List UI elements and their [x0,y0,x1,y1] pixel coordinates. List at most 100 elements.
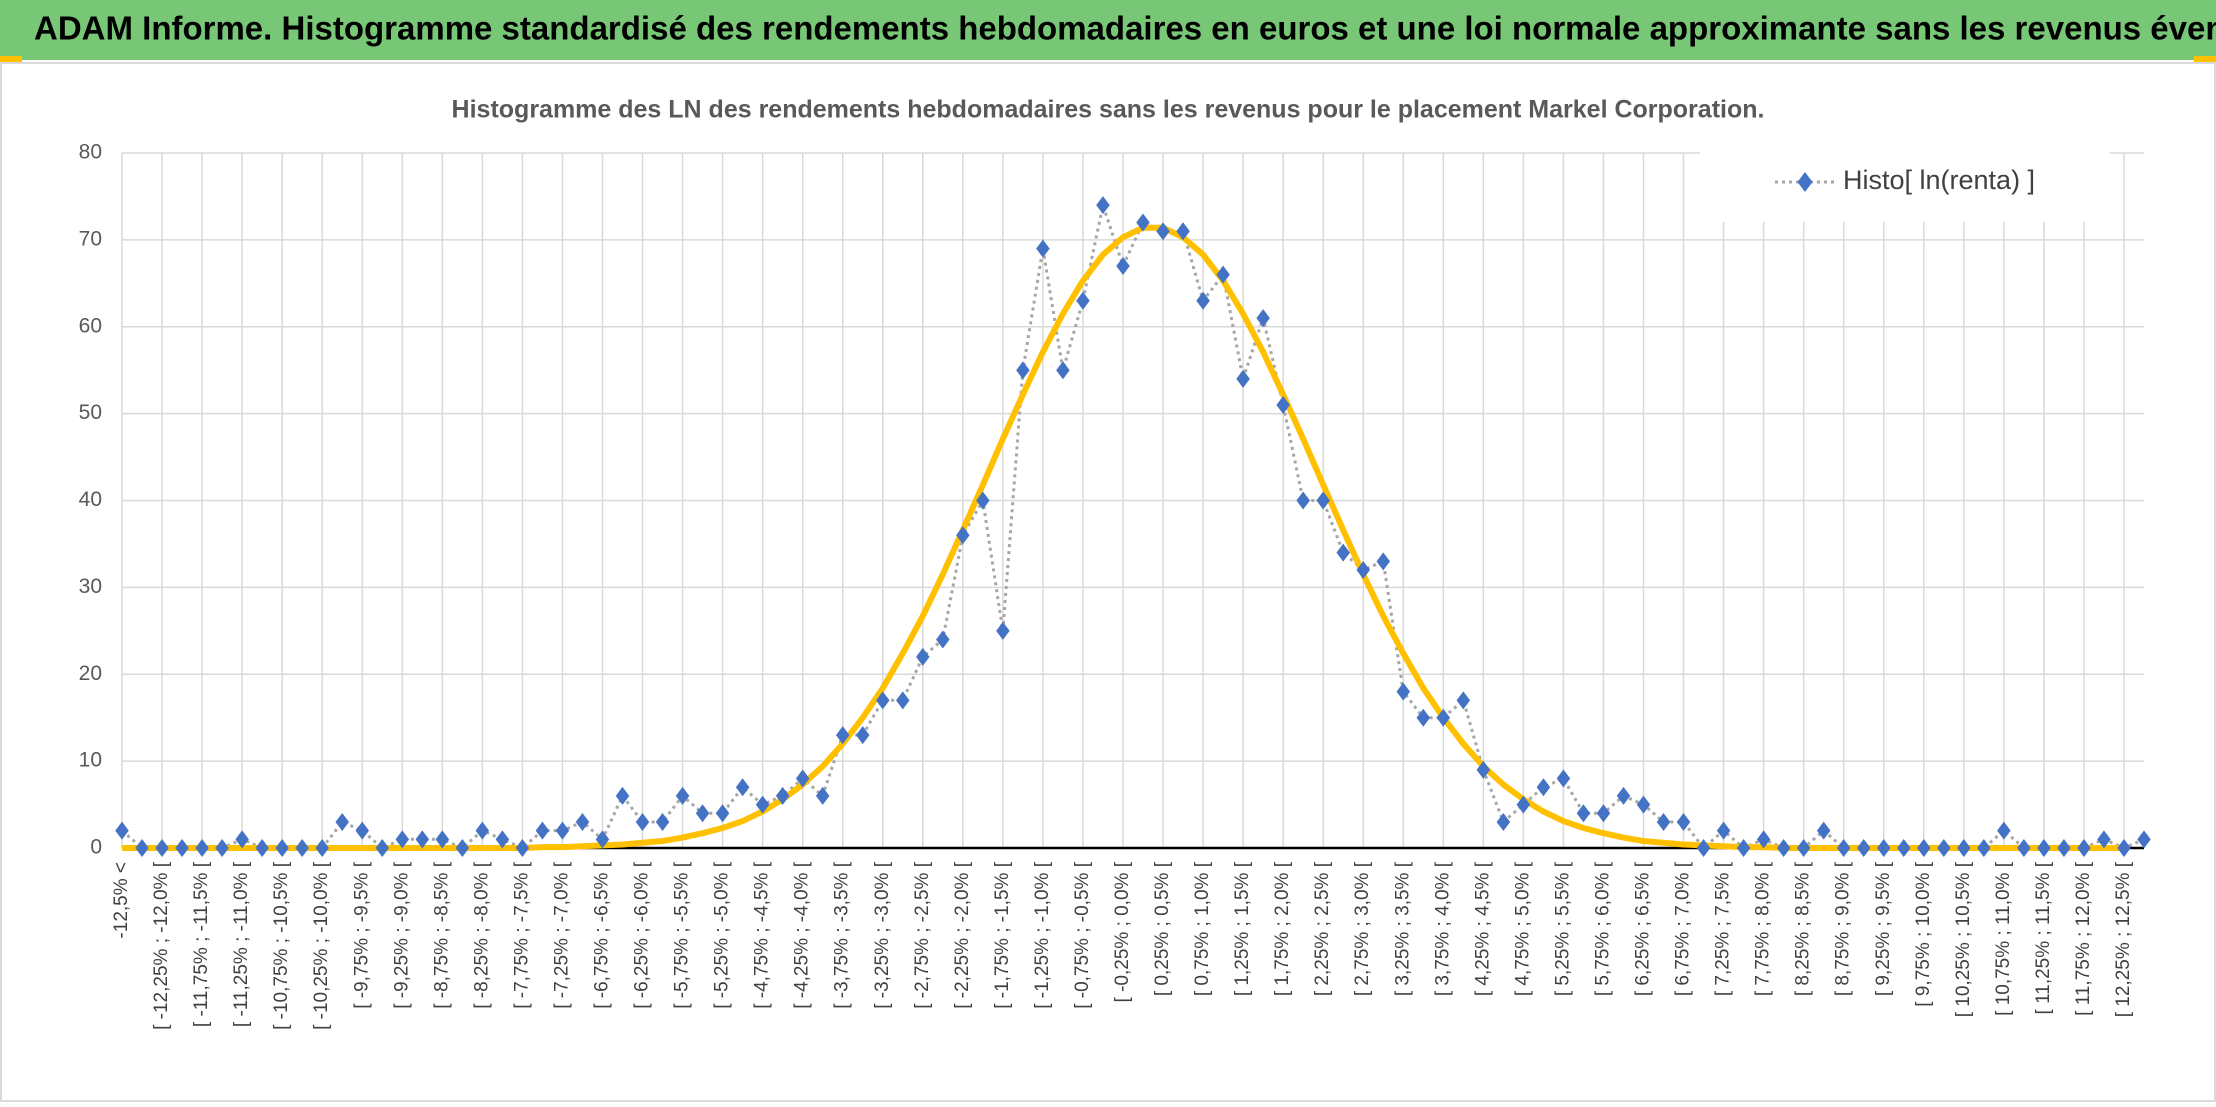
x-tick-label: [ -2,25% ; -2,0% [ [952,861,973,1009]
marker [1616,786,1631,805]
marker [715,804,730,823]
marker [956,526,970,545]
marker [1676,812,1691,831]
marker [1176,222,1190,241]
x-tick-label: [ -3,75% ; -3,5% [ [832,861,853,1009]
marker [275,839,289,857]
marker [335,812,349,831]
marker [976,491,990,510]
x-tick-label: [ 6,75% ; 7,0% [ [1673,861,1694,996]
marker [1977,839,1991,857]
y-tick-label: 30 [79,575,102,598]
x-tick-label: [ -8,25% ; -8,0% [ [471,861,492,1009]
marker [175,839,189,857]
marker [1396,682,1411,701]
marker [1116,256,1130,275]
y-tick-label: 60 [79,314,102,337]
marker [1716,821,1731,840]
x-tick-label: [ -9,75% ; -9,5% [ [351,861,372,1009]
marker [1056,361,1070,380]
x-tick-label: [ 1,75% ; 2,0% [ [1272,861,1293,996]
marker [1937,839,1951,857]
marker [675,786,690,805]
x-tick-label: [ 4,25% ; 4,5% [ [1472,861,1493,996]
x-tick-label: [ 12,25% ; 12,5% [ [2113,861,2134,1017]
marker [435,830,450,849]
marker [115,821,129,840]
header-title: ADAM Informe. Histogramme standardisé de… [34,10,2216,47]
marker [1256,309,1270,328]
marker [355,821,369,840]
x-tick-label: [ 3,25% ; 3,5% [ [1392,861,1413,996]
y-tick-label: 10 [79,749,102,772]
marker [215,839,229,857]
marker [1236,369,1250,388]
marker [2037,839,2051,857]
marker [835,726,850,745]
marker [1096,196,1110,215]
marker [1216,265,1230,284]
x-tick-label: [ 4,75% ; 5,0% [ [1512,861,1533,996]
marker [1917,839,1931,857]
x-tick-label: [ -11,25% ; -11,0% [ [231,861,252,1027]
marker [755,795,770,814]
marker [1076,291,1090,310]
marker [795,769,810,788]
marker [2097,830,2111,849]
marker [535,821,550,840]
x-tick-label: [ -0,75% ; -0,5% [ [1072,861,1093,1009]
marker [996,621,1010,640]
x-tick-label: [ -6,25% ; -6,0% [ [632,861,653,1009]
marker [2017,839,2031,857]
marker [635,812,650,831]
x-tick-label: [ 10,25% ; 10,5% [ [1953,861,1974,1017]
x-tick-label: [ -0,25% ; 0,0% [ [1112,861,1133,1002]
marker [1316,491,1330,510]
y-tick-label: 70 [79,227,102,250]
marker [1696,839,1711,857]
marker [775,786,790,805]
corner-accent [0,56,22,63]
x-tick-label: [ 2,75% ; 3,0% [ [1352,861,1373,996]
marker [515,839,530,857]
x-tick-label: [ -5,25% ; -5,0% [ [712,861,733,1009]
marker [1296,491,1310,510]
x-tick-label: [ -2,75% ; -2,5% [ [912,861,933,1009]
legend-label: Histo[ ln(renta) ] [1843,165,2035,195]
marker [1796,839,1811,857]
marker [695,804,710,823]
x-tick-label: [ -7,25% ; -7,0% [ [551,861,572,1009]
marker [1556,769,1571,788]
x-tick-label: [ 1,25% ; 1,5% [ [1232,861,1253,996]
x-tick-label: [ 11,75% ; 12,0% [ [2073,861,2094,1016]
marker [155,839,169,857]
x-tick-label: [ -4,25% ; -4,0% [ [792,861,813,1009]
marker [315,839,329,857]
marker [295,839,309,857]
marker [2077,839,2091,857]
corner-accent [2194,56,2216,63]
x-tick-label: [ 11,25% ; 11,5% [ [2033,861,2054,1014]
x-tick-label: [ -3,25% ; -3,0% [ [872,861,893,1009]
marker [1356,561,1370,579]
marker [1136,213,1150,232]
marker [1636,795,1651,814]
x-tick-label: [ -4,75% ; -4,5% [ [752,861,773,1009]
marker [655,812,670,831]
x-tick-label: [ 8,75% ; 9,0% [ [1833,861,1854,996]
x-tick-label: [ 2,25% ; 2,5% [ [1312,861,1333,996]
marker [1876,839,1891,857]
marker [1576,804,1591,823]
x-tick-label: [ -1,25% ; -1,0% [ [1032,861,1053,1009]
x-tick-label: [ -7,75% ; -7,5% [ [511,861,532,1009]
y-tick-label: 20 [79,662,102,685]
marker [495,830,510,849]
x-tick-label: [ -9,25% ; -9,0% [ [391,861,412,1009]
marker [855,726,870,745]
marker [815,786,830,805]
marker [1816,821,1831,840]
marker [1897,839,1911,857]
marker [1016,361,1030,380]
x-tick-label: -12,5% < [111,862,132,939]
marker [575,812,590,831]
